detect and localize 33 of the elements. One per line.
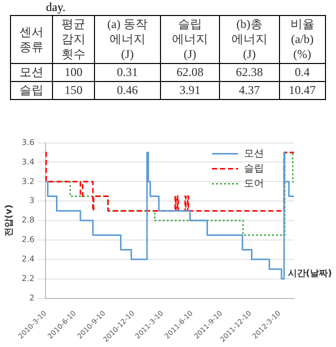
y-axis-title: 전압(v) <box>4 204 15 237</box>
text: 모션 <box>10 64 53 82</box>
text: day. <box>46 0 66 15</box>
text: 62.38 <box>220 64 280 82</box>
y-tick-label: 3.2 <box>22 176 35 186</box>
text: 0.31 <box>94 64 160 82</box>
legend-label: 슬립 <box>244 163 264 174</box>
y-tick-label: 2.2 <box>22 274 35 283</box>
x-axis-title: 시간(날짜) <box>288 269 332 280</box>
text: 슬립 <box>10 82 53 100</box>
text: 10.47 <box>279 82 326 100</box>
y-tick-label: 3 <box>29 196 35 206</box>
y-tick-label: 2 <box>29 293 35 302</box>
text: (b)총 에너지 (J) <box>220 16 280 64</box>
y-tick-label: 2.8 <box>22 216 35 225</box>
text: 0.46 <box>94 82 160 100</box>
text: 평균 감지 횟수 <box>52 16 95 64</box>
text: 4.37 <box>220 82 280 100</box>
text: 62.08 <box>160 64 220 82</box>
text: 150 <box>52 82 95 100</box>
legend-label: 도어 <box>244 178 264 190</box>
y-tick-label: 2.4 <box>22 254 35 264</box>
text: 센서 종류 <box>10 16 53 64</box>
text: 0.4 <box>279 64 326 82</box>
legend-label: 모션 <box>244 148 264 160</box>
y-tick-label: 3.6 <box>22 138 35 147</box>
y-tick-label: 2.6 <box>22 235 35 244</box>
text: (a) 동작 에너지 (J) <box>94 16 160 64</box>
text: 3.91 <box>160 82 220 100</box>
text: 비율 (a/b) (%) <box>279 16 326 64</box>
text: 100 <box>52 64 95 82</box>
text: 슬립 에너지 (J) <box>160 16 220 64</box>
y-tick-label: 3.4 <box>22 157 35 166</box>
